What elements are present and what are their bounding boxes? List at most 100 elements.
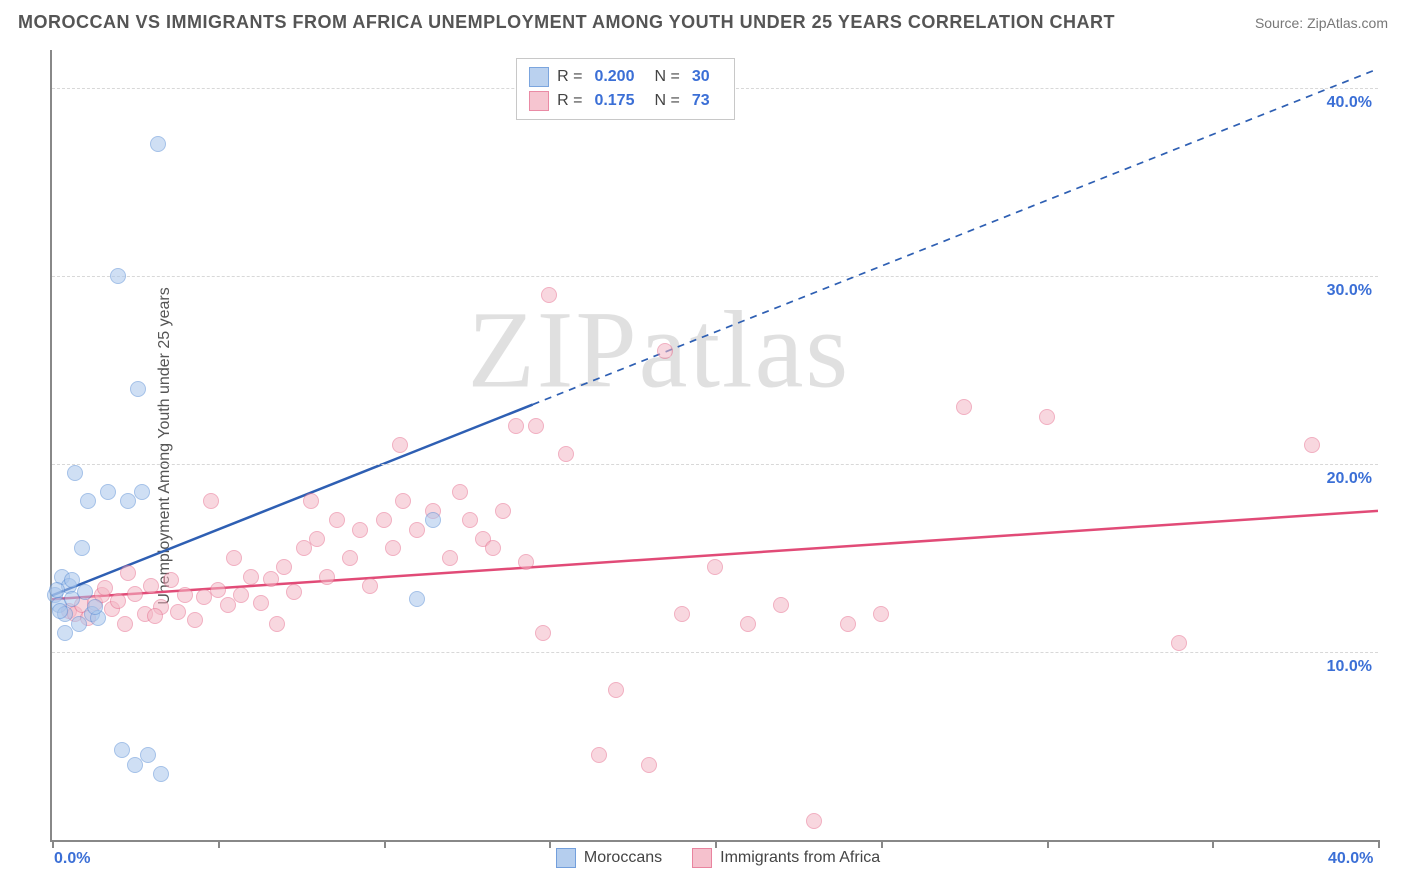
x-tick (1378, 840, 1380, 848)
data-point (535, 625, 551, 641)
y-tick-label: 40.0% (1327, 94, 1372, 112)
data-point (117, 616, 133, 632)
data-point (395, 493, 411, 509)
y-tick-label: 30.0% (1327, 282, 1372, 300)
y-tick-label: 10.0% (1327, 658, 1372, 676)
data-point (362, 578, 378, 594)
x-tick (1047, 840, 1049, 848)
data-point (74, 540, 90, 556)
chart-source: Source: ZipAtlas.com (1255, 15, 1388, 31)
legend-n-label: N = (654, 89, 679, 113)
gridline (52, 464, 1378, 465)
legend-correlation: R =0.200N =30R =0.175N =73 (516, 58, 735, 120)
data-point (130, 381, 146, 397)
x-tick (218, 840, 220, 848)
data-point (657, 343, 673, 359)
data-point (495, 503, 511, 519)
data-point (806, 813, 822, 829)
data-point (286, 584, 302, 600)
legend-item: Immigrants from Africa (692, 848, 880, 868)
data-point (442, 550, 458, 566)
data-point (57, 625, 73, 641)
legend-swatch (556, 848, 576, 868)
data-point (97, 580, 113, 596)
data-point (170, 604, 186, 620)
x-tick (881, 840, 883, 848)
data-point (409, 522, 425, 538)
data-point (147, 608, 163, 624)
x-tick (549, 840, 551, 848)
data-point (263, 571, 279, 587)
data-point (773, 597, 789, 613)
x-tick (715, 840, 717, 848)
gridline (52, 276, 1378, 277)
data-point (163, 572, 179, 588)
data-point (64, 572, 80, 588)
chart-title: MOROCCAN VS IMMIGRANTS FROM AFRICA UNEMP… (18, 12, 1115, 33)
legend-r-label: R = (557, 89, 582, 113)
data-point (376, 512, 392, 528)
data-point (329, 512, 345, 528)
data-point (425, 512, 441, 528)
data-point (608, 682, 624, 698)
legend-n-label: N = (654, 65, 679, 89)
x-tick-label: 0.0% (54, 850, 90, 868)
data-point (87, 599, 103, 615)
data-point (153, 766, 169, 782)
data-point (707, 559, 723, 575)
data-point (203, 493, 219, 509)
data-point (309, 531, 325, 547)
data-point (127, 586, 143, 602)
data-point (740, 616, 756, 632)
data-point (276, 559, 292, 575)
data-point (134, 484, 150, 500)
data-point (120, 565, 136, 581)
data-point (508, 418, 524, 434)
data-point (342, 550, 358, 566)
data-point (674, 606, 690, 622)
data-point (392, 437, 408, 453)
data-point (210, 582, 226, 598)
legend-series: Moroccans Immigrants from Africa (556, 848, 880, 868)
data-point (1304, 437, 1320, 453)
data-point (143, 578, 159, 594)
data-point (840, 616, 856, 632)
data-point (462, 512, 478, 528)
data-point (528, 418, 544, 434)
data-point (233, 587, 249, 603)
x-tick (1212, 840, 1214, 848)
data-point (558, 446, 574, 462)
data-point (253, 595, 269, 611)
data-point (956, 399, 972, 415)
trend-lines (52, 50, 1378, 840)
legend-r-value: 0.175 (590, 89, 646, 113)
data-point (873, 606, 889, 622)
data-point (352, 522, 368, 538)
data-point (110, 268, 126, 284)
data-point (409, 591, 425, 607)
data-point (150, 136, 166, 152)
data-point (541, 287, 557, 303)
legend-series-name: Immigrants from Africa (720, 849, 880, 867)
data-point (319, 569, 335, 585)
data-point (591, 747, 607, 763)
data-point (485, 540, 501, 556)
legend-swatch (529, 91, 549, 111)
data-point (187, 612, 203, 628)
chart-header: MOROCCAN VS IMMIGRANTS FROM AFRICA UNEMP… (18, 12, 1388, 33)
data-point (1039, 409, 1055, 425)
y-tick-label: 20.0% (1327, 470, 1372, 488)
legend-swatch (529, 67, 549, 87)
data-point (49, 582, 65, 598)
legend-row: R =0.175N =73 (529, 89, 722, 113)
legend-series-name: Moroccans (584, 849, 662, 867)
legend-item: Moroccans (556, 848, 662, 868)
plot-area: ZIPatlas 10.0%20.0%30.0%40.0%0.0%40.0%R … (50, 50, 1378, 842)
data-point (243, 569, 259, 585)
data-point (385, 540, 401, 556)
data-point (269, 616, 285, 632)
data-point (114, 742, 130, 758)
data-point (80, 493, 96, 509)
legend-n-value: 30 (688, 65, 722, 89)
x-tick (52, 840, 54, 848)
